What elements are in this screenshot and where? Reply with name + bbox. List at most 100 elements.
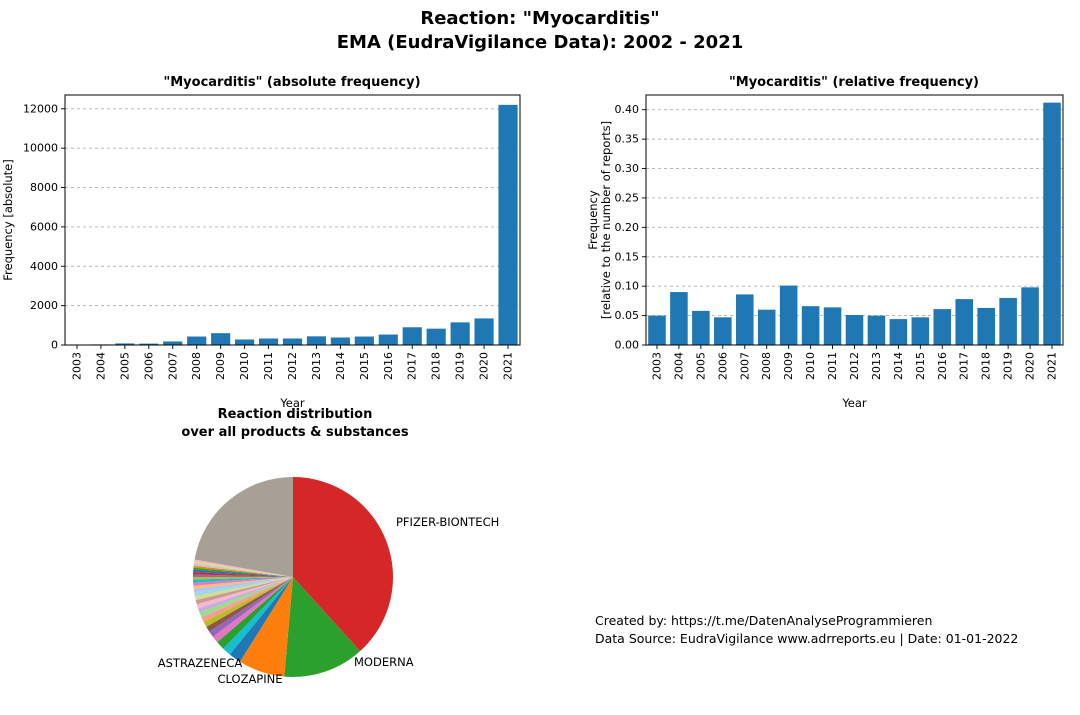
x-tick-label: 2013 xyxy=(870,352,883,380)
pie-slice xyxy=(193,577,293,593)
pie-slice-label: PFIZER-BIONTECH xyxy=(396,515,499,529)
x-tick-label: 2007 xyxy=(166,352,179,380)
figure-title-line2: EMA (EudraVigilance Data): 2002 - 2021 xyxy=(336,32,744,53)
bar xyxy=(1021,287,1039,345)
x-tick-label: 2019 xyxy=(454,352,467,380)
y-tick-label: 10000 xyxy=(23,142,58,155)
bar xyxy=(692,310,710,345)
x-tick-label: 2004 xyxy=(94,352,107,380)
x-tick-label: 2009 xyxy=(782,352,795,380)
pie-slice xyxy=(194,559,293,577)
y-tick-label: 6000 xyxy=(30,220,58,233)
pie-slice-moderna xyxy=(284,577,361,677)
x-tick-label: 2003 xyxy=(70,352,83,380)
y-tick-label: 0.10 xyxy=(615,280,640,293)
x-tick-label: 2015 xyxy=(358,352,371,380)
pie-slice xyxy=(194,477,293,577)
x-tick-label: 2010 xyxy=(238,352,251,380)
pie-slice xyxy=(194,577,293,597)
bar xyxy=(163,341,183,345)
x-tick-label: 2008 xyxy=(190,352,203,380)
y-axis-label: [relative to the number of reports] xyxy=(599,121,613,319)
y-tick-label: 0.15 xyxy=(615,250,640,263)
bar xyxy=(330,337,350,345)
axes-frame xyxy=(645,94,1064,346)
y-axis-label: Frequency [absolute] xyxy=(1,159,15,280)
bar xyxy=(139,343,159,345)
x-tick-label: 2020 xyxy=(478,352,491,380)
pie-slice xyxy=(212,577,293,643)
pie-slice-clozapine xyxy=(239,577,293,677)
x-tick-label: 2006 xyxy=(716,352,729,380)
pie-slice-astrazeneca xyxy=(229,577,293,662)
pie-slice xyxy=(199,577,293,618)
pie-slice xyxy=(193,563,293,577)
data-source-line: Data Source: EudraVigilance www.adrrepor… xyxy=(595,631,1019,646)
pie-slice xyxy=(193,577,293,589)
credits-line: Created by: https://t.me/DatenAnalysePro… xyxy=(595,613,933,628)
bar xyxy=(955,299,974,345)
y-tick-label: 12000 xyxy=(23,102,58,115)
pie-slice-label: MODERNA xyxy=(354,655,414,669)
bar xyxy=(450,322,470,345)
pie-slice xyxy=(196,577,293,609)
y-tick-label: 0.00 xyxy=(615,339,640,352)
y-tick-label: 0.30 xyxy=(615,162,640,175)
x-tick-label: 2006 xyxy=(142,352,155,380)
pie-slice xyxy=(193,565,293,577)
bar xyxy=(735,294,754,345)
bar xyxy=(757,309,776,345)
bar xyxy=(801,306,820,345)
pie-slice xyxy=(193,577,293,586)
x-tick-label: 2005 xyxy=(694,352,707,380)
absolute-frequency-bar-chart: "Myocarditis" (absolute frequency) 0 2000… xyxy=(1,75,521,410)
bar xyxy=(378,334,398,345)
x-tick-label: 2007 xyxy=(738,352,751,380)
x-tick-label: 2021 xyxy=(502,352,515,380)
pie-slice xyxy=(193,577,293,583)
x-axis-label: Year xyxy=(279,396,305,410)
y-tick-label: 0 xyxy=(51,339,58,352)
bar xyxy=(1043,102,1061,345)
x-tick-label: 2003 xyxy=(650,352,663,380)
pie-slice xyxy=(203,577,293,627)
pie-slice xyxy=(206,577,293,632)
bar xyxy=(187,336,207,345)
bar xyxy=(282,338,303,345)
credits-block: Created by: https://t.me/DatenAnalysePro… xyxy=(595,612,1018,648)
x-tick-label: 2011 xyxy=(262,352,275,380)
x-tick-label: 2009 xyxy=(214,352,227,380)
y-tick-label: 2000 xyxy=(30,299,58,312)
x-axis-label: Year xyxy=(841,396,867,410)
pie-slice-pfizer-biontech xyxy=(293,477,393,652)
pie-title-line2: over all products & substances xyxy=(181,425,409,440)
bar xyxy=(402,327,422,345)
bar xyxy=(867,315,886,345)
x-tick-label: 2017 xyxy=(958,352,971,380)
y-tick-label: 0.35 xyxy=(615,133,640,146)
pie-slice xyxy=(194,577,293,601)
pie-slice-label: CLOZAPINE xyxy=(217,672,282,686)
bar xyxy=(426,328,446,345)
pie-slice xyxy=(201,577,293,622)
bar xyxy=(714,317,732,345)
x-tick-label: 2015 xyxy=(914,352,927,380)
x-tick-label: 2016 xyxy=(382,352,395,380)
reaction-distribution-pie-chart: PFIZER-BIONTECH MODERNA CLOZAPINE ASTRAZENE… xyxy=(158,477,499,686)
y-tick-label: 4000 xyxy=(30,260,58,273)
x-tick-label: 2012 xyxy=(286,352,299,380)
pie-slice xyxy=(217,577,293,649)
y-axis-label: Frequency xyxy=(586,190,600,250)
y-tick-label: 0.05 xyxy=(615,309,640,322)
absolute-chart-title: "Myocarditis" (absolute frequency) xyxy=(163,75,420,90)
pie-slice xyxy=(193,577,293,580)
bar xyxy=(474,318,494,345)
bar xyxy=(258,338,279,345)
y-tick-label: 0.40 xyxy=(615,103,640,116)
x-tick-label: 2021 xyxy=(1046,352,1059,380)
bar xyxy=(648,315,666,345)
x-tick-label: 2010 xyxy=(804,352,817,380)
pie-slice xyxy=(223,577,293,655)
relative-chart-title: "Myocarditis" (relative frequency) xyxy=(729,75,979,90)
